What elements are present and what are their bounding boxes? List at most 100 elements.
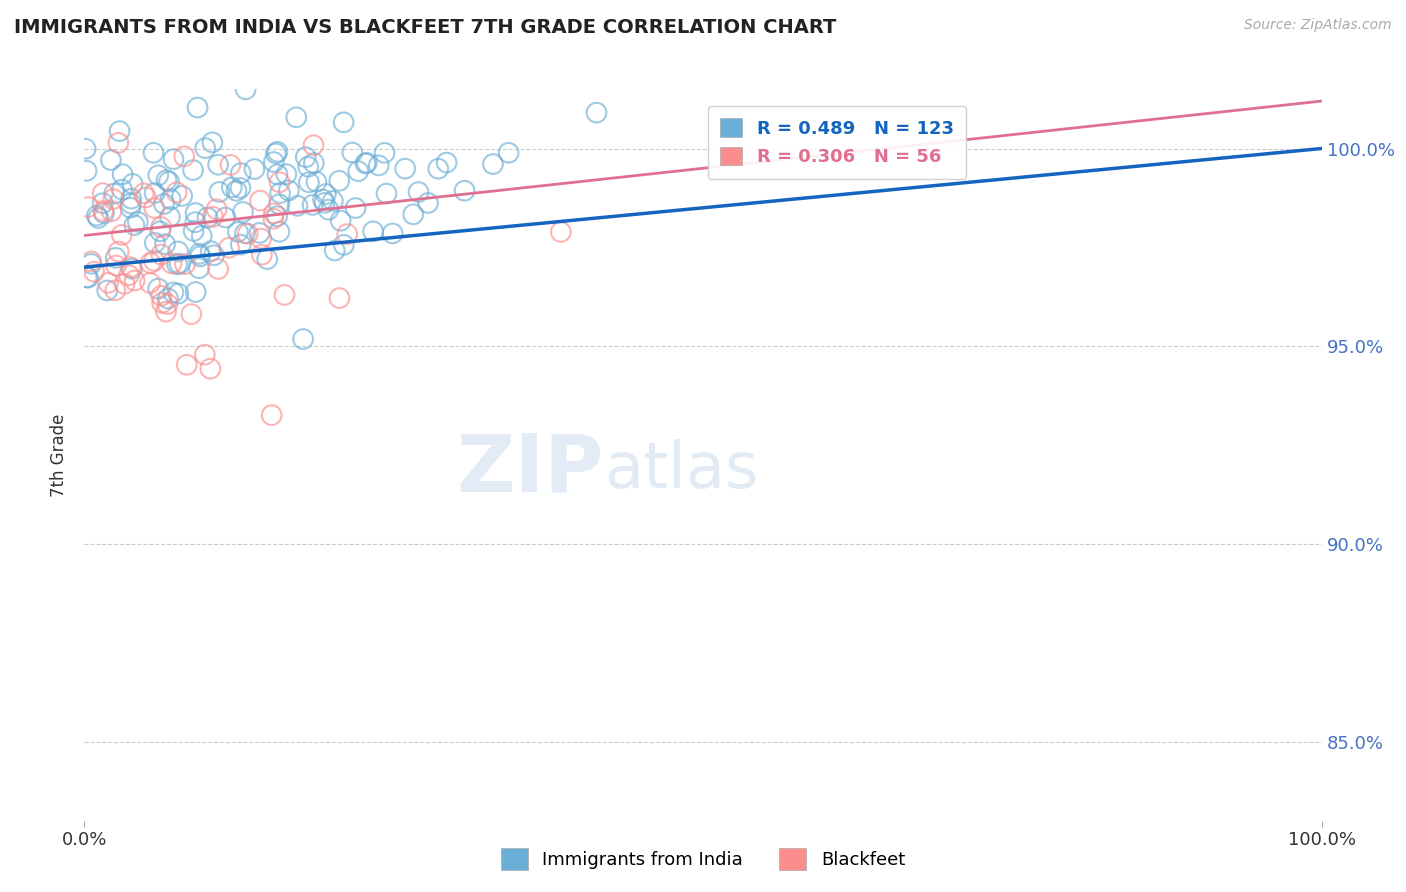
- Point: [302, 138, 325, 153]
- Point: [166, 186, 188, 200]
- Point: [233, 226, 256, 240]
- Point: [127, 215, 149, 229]
- Point: [124, 273, 146, 287]
- Point: [356, 156, 378, 170]
- Point: [153, 237, 176, 252]
- Point: [103, 192, 125, 206]
- Point: [381, 227, 404, 241]
- Point: [97, 276, 120, 290]
- Point: [235, 82, 257, 96]
- Point: [197, 211, 219, 225]
- Point: [208, 185, 231, 199]
- Point: [342, 145, 364, 160]
- Point: [188, 261, 211, 276]
- Point: [121, 177, 143, 191]
- Point: [260, 408, 283, 422]
- Point: [183, 224, 205, 238]
- Point: [408, 185, 430, 199]
- Point: [105, 259, 128, 273]
- Point: [361, 224, 384, 238]
- Point: [107, 136, 129, 150]
- Point: [229, 181, 252, 195]
- Point: [305, 175, 328, 189]
- Point: [482, 157, 505, 171]
- Point: [155, 173, 177, 187]
- Point: [162, 152, 184, 166]
- Point: [149, 224, 172, 238]
- Point: [328, 291, 350, 305]
- Point: [250, 232, 273, 246]
- Point: [285, 110, 308, 124]
- Point: [111, 227, 134, 242]
- Point: [269, 197, 291, 211]
- Point: [188, 249, 211, 263]
- Point: [202, 248, 225, 262]
- Point: [453, 184, 475, 198]
- Point: [108, 124, 131, 138]
- Point: [264, 146, 287, 161]
- Point: [323, 244, 346, 258]
- Point: [329, 213, 352, 227]
- Point: [315, 187, 337, 202]
- Point: [104, 283, 127, 297]
- Point: [188, 247, 211, 261]
- Point: [232, 205, 254, 219]
- Point: [205, 202, 228, 217]
- Point: [269, 175, 291, 189]
- Point: [550, 225, 572, 239]
- Point: [180, 307, 202, 321]
- Point: [143, 186, 166, 200]
- Point: [150, 247, 173, 261]
- Point: [143, 201, 166, 215]
- Point: [167, 286, 190, 301]
- Point: [100, 204, 122, 219]
- Point: [416, 196, 439, 211]
- Point: [77, 270, 100, 285]
- Point: [194, 141, 217, 155]
- Point: [250, 248, 273, 262]
- Point: [174, 257, 197, 271]
- Point: [263, 206, 285, 220]
- Point: [118, 54, 141, 68]
- Point: [394, 161, 416, 176]
- Point: [374, 145, 396, 160]
- Point: [156, 292, 179, 306]
- Point: [162, 285, 184, 300]
- Point: [80, 254, 103, 268]
- Point: [207, 158, 229, 172]
- Point: [201, 136, 224, 150]
- Point: [190, 228, 212, 243]
- Point: [120, 260, 142, 275]
- Point: [80, 257, 103, 271]
- Point: [221, 180, 243, 194]
- Point: [132, 186, 155, 201]
- Point: [375, 186, 398, 201]
- Point: [153, 197, 176, 211]
- Point: [176, 358, 198, 372]
- Point: [402, 207, 425, 221]
- Point: [297, 160, 319, 174]
- Point: [200, 361, 222, 376]
- Point: [150, 295, 173, 310]
- Point: [256, 252, 278, 266]
- Point: [354, 156, 377, 170]
- Point: [301, 198, 323, 212]
- Point: [344, 201, 367, 215]
- Point: [332, 115, 354, 129]
- Point: [150, 289, 173, 303]
- Point: [200, 244, 222, 259]
- Point: [77, 200, 100, 214]
- Point: [249, 226, 271, 240]
- Point: [124, 218, 146, 232]
- Point: [236, 227, 259, 241]
- Text: IMMIGRANTS FROM INDIA VS BLACKFEET 7TH GRADE CORRELATION CHART: IMMIGRANTS FROM INDIA VS BLACKFEET 7TH G…: [14, 18, 837, 37]
- Point: [269, 225, 291, 239]
- Point: [249, 194, 271, 208]
- Point: [76, 270, 98, 285]
- Point: [159, 193, 181, 207]
- Point: [107, 244, 129, 259]
- Point: [266, 145, 288, 159]
- Point: [269, 186, 291, 200]
- Point: [91, 204, 114, 219]
- Point: [229, 166, 252, 180]
